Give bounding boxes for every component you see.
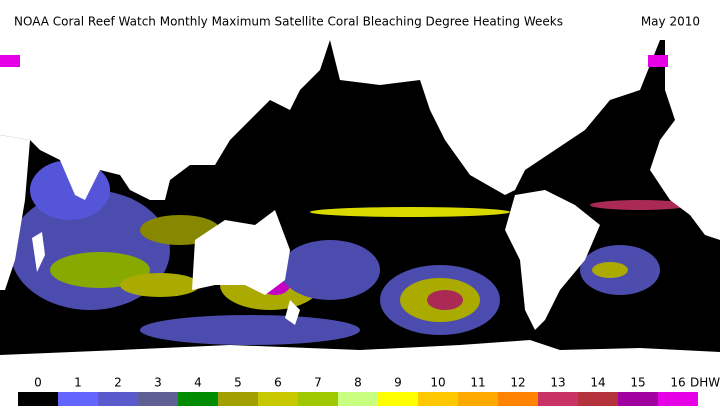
colorbar-label: 6 [274,376,282,390]
colorbar-swatch [98,392,138,406]
colorbar-swatch [18,392,58,406]
colorbar-label: 10 [430,376,445,390]
colorbar-label: 3 [154,376,162,390]
colorbar-label: 16 [670,376,685,390]
north-america [330,40,660,195]
colorbar-unit: DHW [690,376,720,390]
colorbar-swatch [378,392,418,406]
colorbar-label: 0 [34,376,42,390]
map-date: May 2010 [641,15,700,29]
colorbar-swatch [578,392,618,406]
heat-patches [10,160,690,345]
colorbar-swatch [658,392,698,406]
antarctica [0,340,720,380]
colorbar-label: 14 [590,376,605,390]
colorbar-label: 9 [394,376,402,390]
greenland [560,40,650,100]
land [0,40,720,380]
patch [50,252,150,288]
colorbar-swatch [258,392,298,406]
colorbar-swatch [298,392,338,406]
patch [120,273,200,297]
south-america [505,190,600,330]
patch [280,240,380,300]
map-title: NOAA Coral Reef Watch Monthly Maximum Sa… [14,15,563,29]
patch [590,200,690,210]
colorbar-swatch [458,392,498,406]
colorbar-label: 5 [234,376,242,390]
new-zealand [285,300,300,325]
madagascar [32,232,45,272]
colorbar: 0 1 2 3 4 5 6 7 8 9 10 11 12 13 14 15 16 DHW [18,376,720,406]
colorbar-label: 12 [510,376,525,390]
colorbar-label: 15 [630,376,645,390]
colorbar-swatch [338,392,378,406]
colorbar-label: 11 [470,376,485,390]
patch [427,290,463,310]
colorbar-swatch [218,392,258,406]
colorbar-label: 1 [74,376,82,390]
colorbar-label: 8 [354,376,362,390]
colorbar-label: 4 [194,376,202,390]
europe-africa-east [650,40,720,240]
australia [192,210,290,295]
patch [0,55,20,67]
colorbar-swatch [418,392,458,406]
colorbar-swatch [618,392,658,406]
colorbar-label: 2 [114,376,122,390]
colorbar-swatch [498,392,538,406]
eurasia [0,40,330,200]
map [0,40,720,380]
colorbar-swatch [178,392,218,406]
patch [310,207,510,217]
patch [140,315,360,345]
patch [592,262,628,278]
colorbar-swatch [138,392,178,406]
colorbar-swatch [538,392,578,406]
patch [648,55,668,67]
colorbar-label: 13 [550,376,565,390]
colorbar-swatch [58,392,98,406]
colorbar-label: 7 [314,376,322,390]
africa-west [0,135,30,290]
